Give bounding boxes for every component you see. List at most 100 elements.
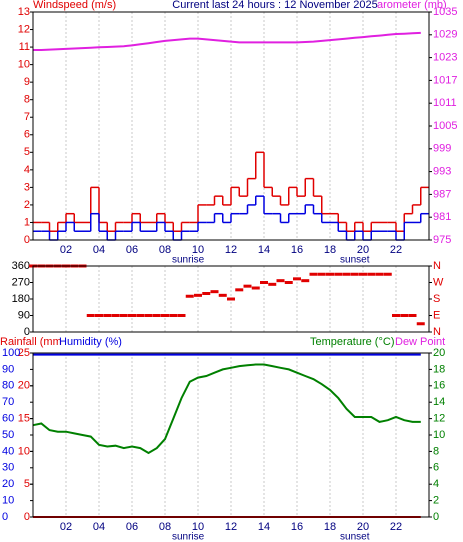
- y2-tick-label: 12: [433, 413, 445, 425]
- y-tick-label: 7: [24, 111, 30, 123]
- y-tick-label: 90: [18, 309, 30, 321]
- point: [317, 272, 326, 276]
- x-tick-label: 14: [258, 244, 270, 256]
- y2-tick-label: 16: [433, 380, 445, 392]
- point: [227, 297, 235, 301]
- point: [202, 292, 211, 295]
- point: [293, 277, 301, 281]
- point: [392, 314, 400, 317]
- y3-tick-label: 30: [2, 462, 14, 474]
- point: [235, 288, 244, 292]
- x-tick-label: 20: [357, 244, 369, 256]
- y-tick-label: 5: [24, 478, 30, 490]
- y-tick-label: 5: [24, 146, 30, 158]
- y3-tick-label: 50: [2, 429, 14, 441]
- x-tick-label: 02: [60, 244, 72, 256]
- x-tick-label: 20: [357, 521, 369, 533]
- y2-tick-label: 4: [433, 478, 439, 490]
- point: [218, 293, 227, 297]
- point: [128, 314, 136, 317]
- point: [243, 284, 252, 288]
- y3-tick-label: 60: [2, 413, 14, 425]
- y2-tick-label: 20: [433, 347, 445, 359]
- y2-tick-label: 14: [433, 396, 445, 408]
- y2-tick-label: 999: [433, 143, 451, 155]
- y-tick-label: 4: [24, 164, 30, 176]
- point: [194, 293, 202, 297]
- x-tick-label: 12: [225, 244, 237, 256]
- point: [251, 286, 260, 290]
- legend-label: Temperature (°C): [310, 336, 394, 348]
- annotation: sunset: [340, 532, 370, 542]
- y-tick-label: 6: [24, 129, 30, 141]
- x-tick-label: 08: [159, 521, 171, 533]
- point: [326, 272, 334, 276]
- y2-tick-label: 1023: [433, 52, 457, 64]
- y-tick-label: 0: [24, 234, 30, 246]
- y-tick-label: 3: [24, 181, 30, 193]
- y-tick-label: 10: [18, 445, 30, 457]
- y-axis-title: Windspeed (m/s): [33, 0, 116, 11]
- x-tick-label: 14: [258, 521, 270, 533]
- annotation: sunrise: [172, 532, 205, 542]
- y-tick-label: 15: [18, 413, 30, 425]
- point: [95, 314, 103, 317]
- point: [367, 272, 376, 276]
- y2-tick-label: 993: [433, 166, 451, 178]
- y2-axis-title: arometer (mb): [377, 0, 447, 11]
- point: [276, 279, 285, 283]
- y-tick-label: 1: [24, 216, 30, 228]
- point: [309, 272, 318, 276]
- x-tick-label: 02: [60, 521, 72, 533]
- y-tick-label: 0: [24, 511, 30, 523]
- x-tick-label: 10: [192, 521, 204, 533]
- point: [144, 314, 153, 317]
- point: [177, 314, 186, 317]
- y2-tick-label: 981: [433, 211, 451, 223]
- point: [359, 272, 367, 276]
- y-tick-label: 8: [24, 94, 30, 106]
- y2-tick-label: 18: [433, 363, 445, 375]
- x-tick-label: 16: [291, 521, 303, 533]
- y-tick-label: 12: [18, 23, 30, 35]
- y-tick-label: 13: [18, 6, 30, 18]
- y2-tick-label: 10: [433, 429, 445, 441]
- x-tick-label: 08: [159, 244, 171, 256]
- legend-label: Humidity (%): [59, 336, 122, 348]
- legend-label: Dew Point: [395, 336, 445, 348]
- point: [185, 294, 194, 298]
- annotation: sunrise: [172, 255, 205, 266]
- y-tick-label: 20: [18, 380, 30, 392]
- chart-title: Current last 24 hours : 12 November 2025: [172, 0, 377, 11]
- point: [375, 272, 384, 276]
- point: [284, 281, 293, 284]
- y2-tick-label: 1029: [433, 29, 457, 41]
- point: [136, 314, 145, 317]
- y2-tick-label: N: [433, 326, 441, 338]
- y2-tick-label: N: [433, 260, 441, 272]
- y2-tick-label: 1035: [433, 6, 457, 18]
- point: [268, 282, 277, 286]
- point: [169, 314, 178, 317]
- point: [86, 314, 95, 317]
- y2-tick-label: 1011: [433, 97, 457, 109]
- x-tick-label: 04: [93, 521, 105, 533]
- x-tick-label: 06: [126, 244, 138, 256]
- point: [210, 290, 219, 294]
- y3-tick-label: 40: [2, 445, 14, 457]
- x-tick-label: 04: [93, 244, 105, 256]
- y-tick-label: 10: [18, 59, 30, 71]
- point: [301, 279, 310, 283]
- legend-label: Rainfall (mm: [0, 336, 62, 348]
- y2-tick-label: 1017: [433, 74, 457, 86]
- point: [383, 272, 392, 276]
- annotation: sunset: [340, 255, 370, 266]
- y2-tick-label: 0: [433, 511, 439, 523]
- y2-tick-label: 975: [433, 234, 451, 246]
- series-line: [33, 31, 421, 51]
- point: [342, 272, 351, 276]
- y-tick-label: 270: [12, 276, 30, 288]
- series-line: [32, 363, 421, 455]
